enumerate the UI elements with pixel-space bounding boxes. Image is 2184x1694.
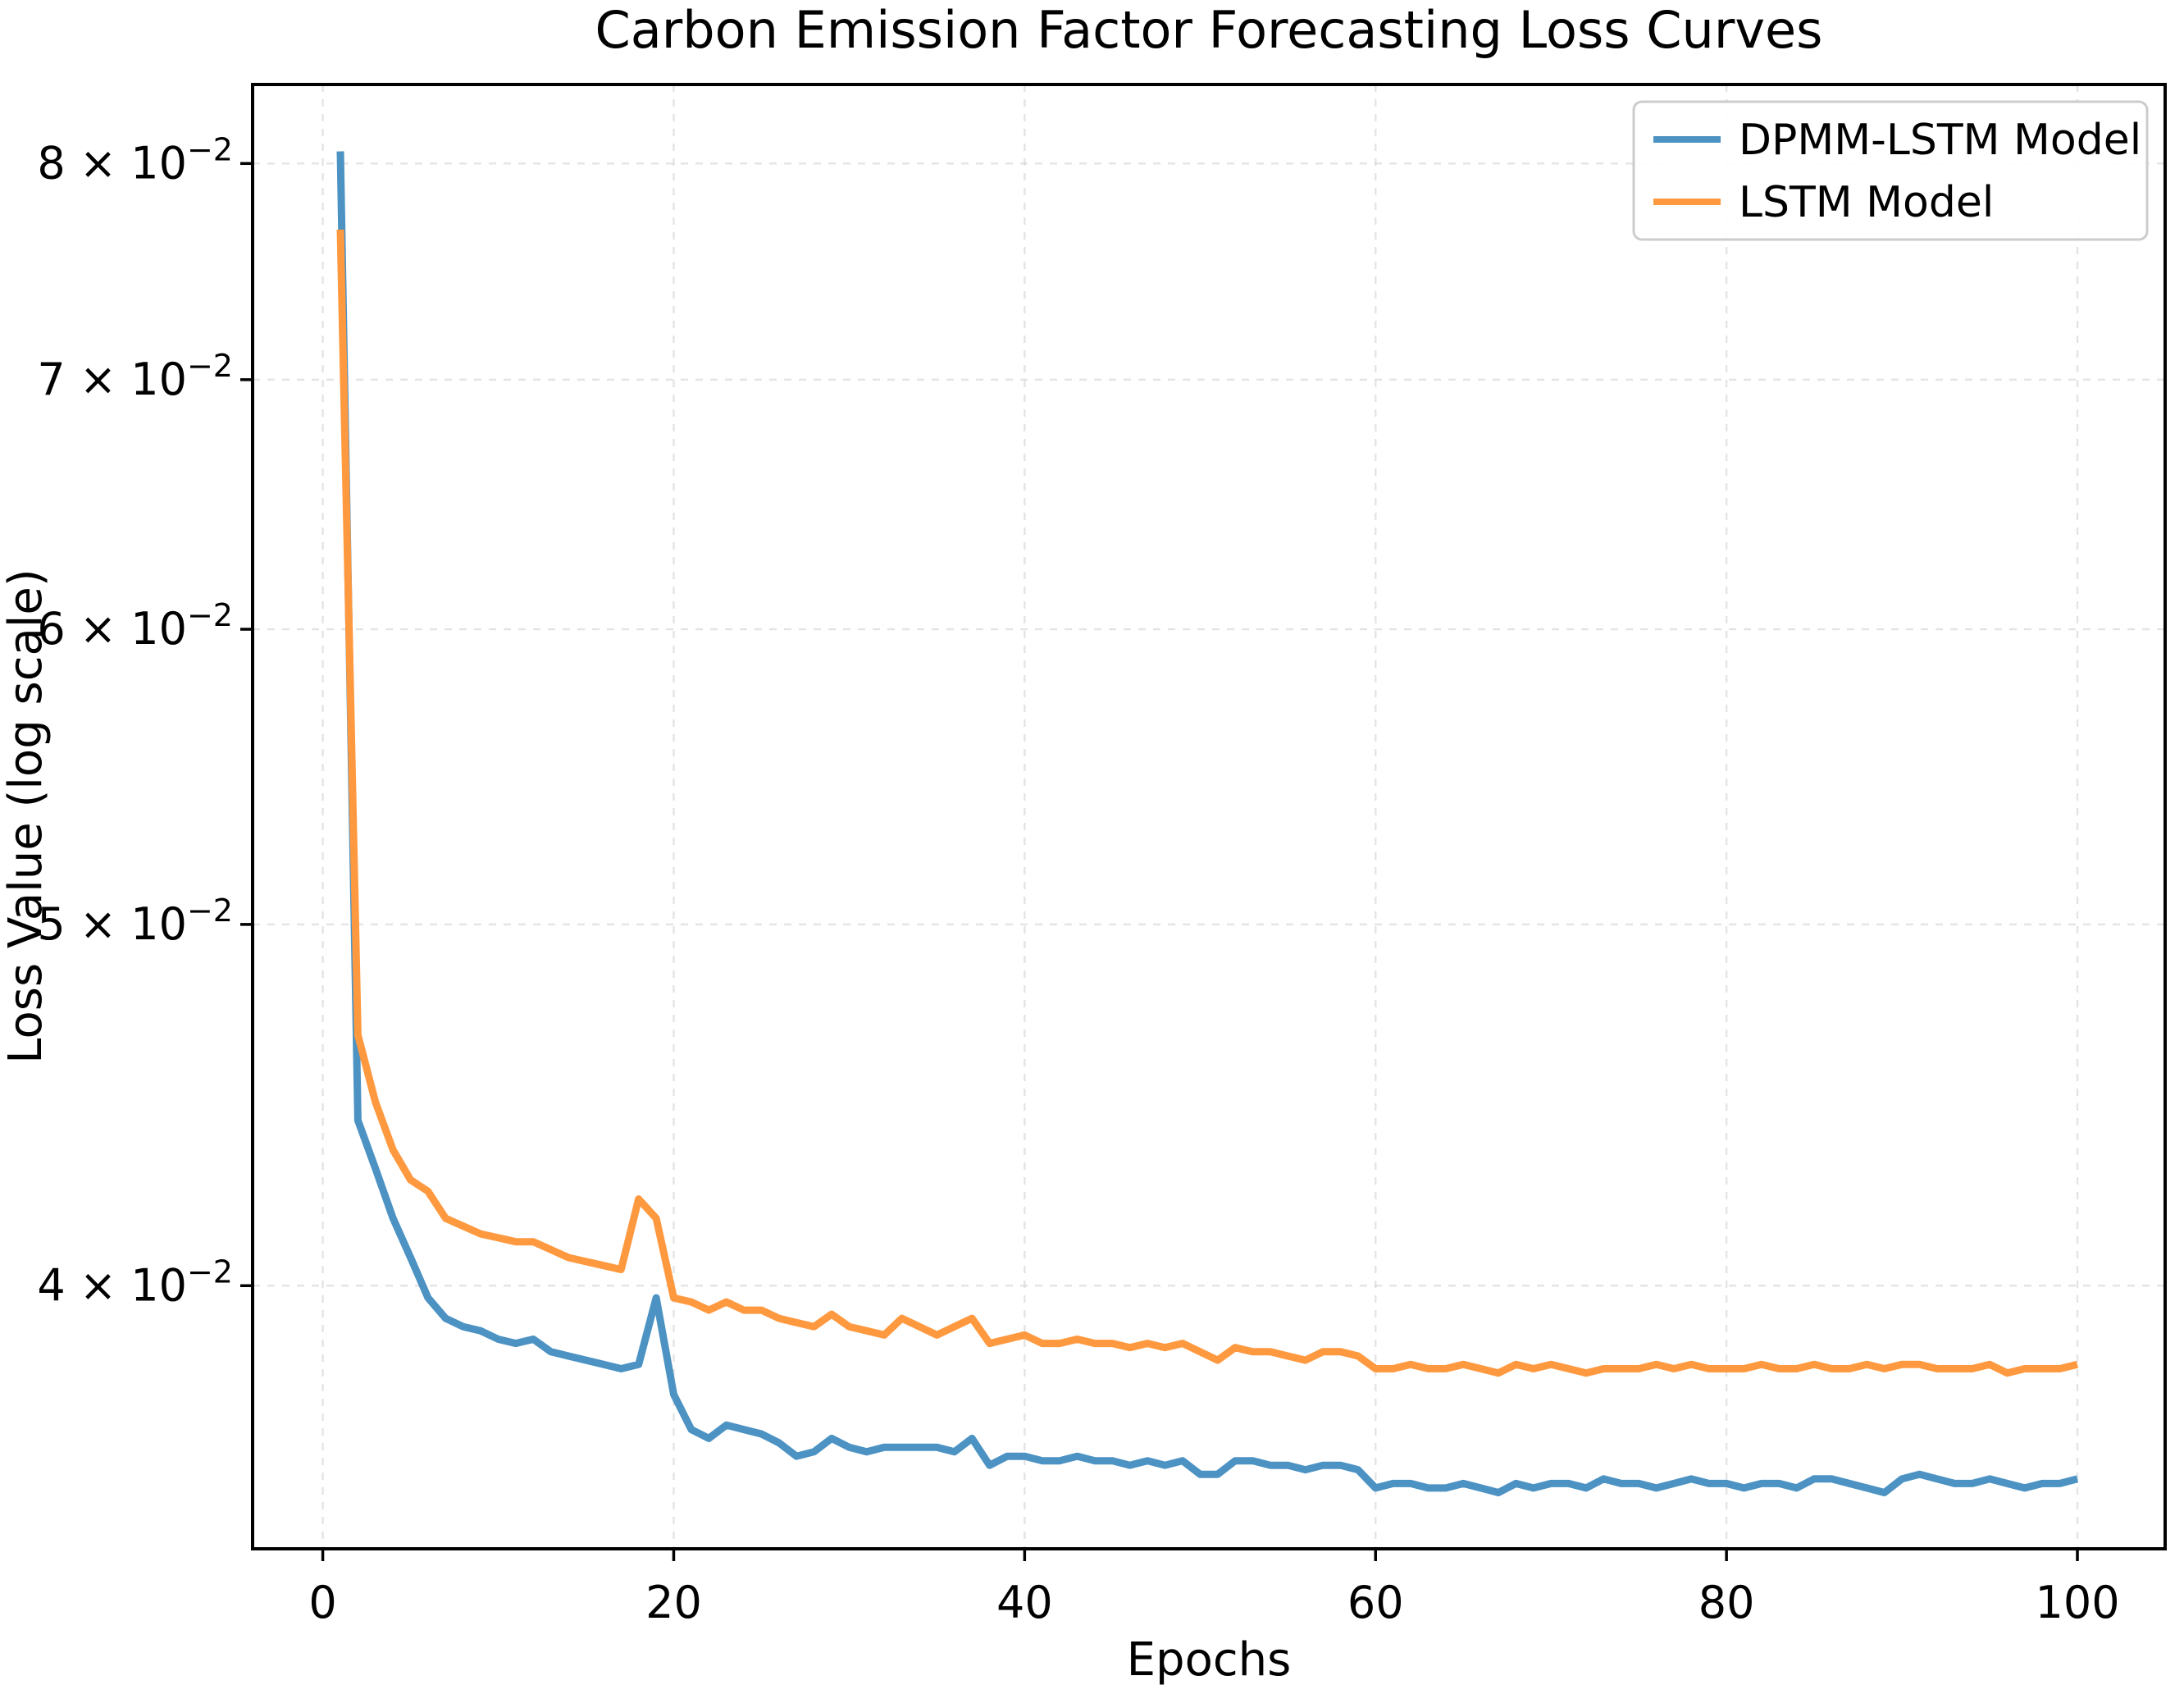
y-tick-label-0.07: 7 × 10−2 bbox=[37, 348, 233, 405]
y-tick-label-0.08: 8 × 10−2 bbox=[37, 131, 233, 189]
y-axis-label: Loss Value (log scale) bbox=[0, 568, 52, 1063]
plot-spines bbox=[251, 83, 2167, 1550]
x-tick-label-40: 40 bbox=[996, 1577, 1053, 1628]
x-tick-label-0: 0 bbox=[308, 1577, 336, 1628]
x-tick-label-20: 20 bbox=[645, 1577, 702, 1628]
x-axis-label: Epochs bbox=[1127, 1633, 1292, 1687]
gridlines bbox=[253, 84, 2165, 1549]
series-lines bbox=[336, 151, 2079, 1496]
y-tick-label-0.06: 6 × 10−2 bbox=[37, 597, 233, 655]
x-tick-label-80: 80 bbox=[1698, 1577, 1755, 1628]
dpmm-lstm-model-line bbox=[336, 151, 2079, 1496]
y-tick-label-0.05: 5 × 10−2 bbox=[37, 893, 233, 950]
y-tick-label-0.04: 4 × 10−2 bbox=[37, 1253, 233, 1311]
legend-box bbox=[1632, 100, 2149, 241]
axes bbox=[240, 83, 2167, 1561]
legend-label-lstm-model: LSTM Model bbox=[1739, 178, 1994, 227]
legend: DPMM-LSTM Model LSTM Model bbox=[1632, 100, 2149, 241]
lstm-model-line bbox=[336, 229, 2079, 1377]
legend-label-dpmm-lstm-model: DPMM-LSTM Model bbox=[1739, 116, 2141, 165]
tick-labels: 0 20 40 60 80 100 4 × 10−2 5 × 10−2 6 × 10−2 7 × … bbox=[37, 131, 2119, 1628]
x-tick-label-100: 100 bbox=[2035, 1577, 2119, 1628]
chart-title: Carbon Emission Factor Forecasting Loss … bbox=[595, 0, 1823, 60]
x-tick-label-60: 60 bbox=[1347, 1577, 1404, 1628]
